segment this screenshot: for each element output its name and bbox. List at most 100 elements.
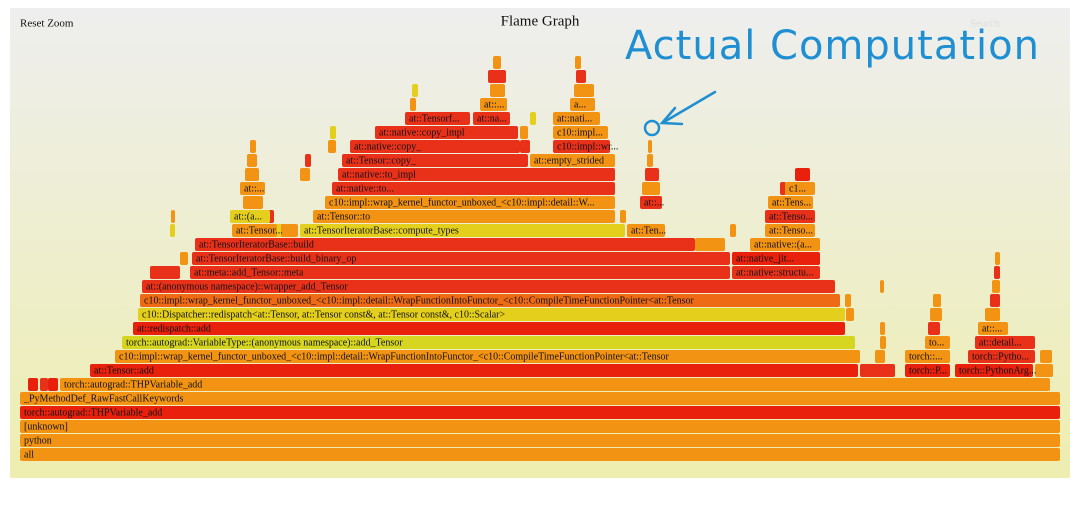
frame bbox=[985, 308, 1000, 321]
frame bbox=[480, 98, 507, 111]
frame bbox=[245, 168, 259, 181]
frame bbox=[305, 154, 311, 167]
frame bbox=[785, 182, 815, 195]
reset-zoom[interactable]: Reset Zoom bbox=[20, 18, 74, 30]
frame bbox=[20, 406, 1060, 419]
annotation-circle bbox=[643, 119, 661, 137]
frame bbox=[60, 378, 1050, 391]
frame bbox=[768, 196, 813, 209]
frame bbox=[20, 448, 1060, 461]
frame bbox=[905, 364, 950, 377]
frame bbox=[845, 294, 851, 307]
frame bbox=[645, 168, 659, 181]
frame bbox=[195, 238, 695, 251]
frame bbox=[240, 182, 265, 195]
frame bbox=[338, 168, 615, 181]
frame-label: at::Tenso... bbox=[769, 211, 813, 222]
frame bbox=[28, 378, 38, 391]
frame bbox=[150, 266, 180, 279]
frame bbox=[627, 224, 665, 237]
frame bbox=[247, 154, 257, 167]
frame-label: torch::autograd::THPVariable_add bbox=[24, 407, 162, 418]
frame-label: at::... bbox=[244, 183, 264, 194]
frame bbox=[530, 154, 615, 167]
frame bbox=[880, 280, 884, 293]
frame bbox=[171, 210, 175, 223]
frame bbox=[530, 112, 536, 125]
frame bbox=[520, 126, 528, 139]
frame-label: at::native_jit... bbox=[736, 253, 794, 264]
frame bbox=[732, 252, 820, 265]
frame-label: c10::Dispatcher::redispatch<at::Tensor, … bbox=[142, 309, 505, 320]
frame bbox=[574, 84, 594, 97]
frame bbox=[115, 350, 860, 363]
frame-label: all bbox=[24, 449, 34, 460]
frame bbox=[140, 294, 840, 307]
frame-label: at::nati... bbox=[557, 113, 592, 124]
frame-label: at::native::to... bbox=[336, 183, 394, 194]
frame bbox=[192, 252, 730, 265]
frame bbox=[300, 168, 310, 181]
frame-label: at::... bbox=[982, 323, 1002, 334]
frame bbox=[138, 308, 845, 321]
frame-label: at::native::copy_impl bbox=[379, 127, 465, 138]
search[interactable]: Search bbox=[970, 18, 1000, 30]
frame bbox=[142, 280, 835, 293]
frame bbox=[190, 266, 730, 279]
frame bbox=[328, 140, 336, 153]
frame-label: torch::autograd::VariableType::(anonymou… bbox=[126, 337, 403, 348]
frame bbox=[90, 364, 858, 377]
frame bbox=[180, 252, 188, 265]
frame bbox=[250, 140, 256, 153]
frame-label: at::(a... bbox=[234, 211, 262, 222]
frame-label: at::Tens... bbox=[772, 197, 811, 208]
frame bbox=[405, 112, 470, 125]
frame bbox=[765, 210, 815, 223]
frame bbox=[905, 350, 950, 363]
frame-label: torch::... bbox=[909, 351, 943, 362]
frame bbox=[975, 336, 1035, 349]
frame bbox=[410, 98, 416, 111]
frame bbox=[553, 126, 605, 139]
frame bbox=[1035, 364, 1053, 377]
frame-label: python bbox=[24, 435, 52, 446]
frame-label: at::detail... bbox=[979, 337, 1022, 348]
frame bbox=[490, 84, 505, 97]
frame bbox=[553, 112, 600, 125]
frame bbox=[40, 378, 48, 391]
frame-label: c10::impl::wr... bbox=[557, 141, 618, 152]
frame-label: at::native::copy_ bbox=[354, 141, 422, 152]
frame bbox=[330, 126, 336, 139]
frame bbox=[350, 140, 520, 153]
frame-label: torch::P... bbox=[909, 365, 947, 376]
frame bbox=[994, 266, 1000, 279]
frame-label: at::(anonymous namespace)::wrapper_add_T… bbox=[146, 281, 348, 292]
frame bbox=[968, 350, 1035, 363]
frame bbox=[375, 126, 518, 139]
frame bbox=[846, 308, 854, 321]
frame bbox=[875, 350, 885, 363]
frame bbox=[732, 266, 820, 279]
frame-label: at::... bbox=[644, 197, 664, 208]
frame bbox=[990, 294, 1000, 307]
frame-label: at::Tensor::to bbox=[317, 211, 370, 222]
frame-label: [unknown] bbox=[24, 421, 68, 432]
frame bbox=[695, 238, 725, 251]
frame bbox=[122, 336, 855, 349]
frame bbox=[325, 196, 615, 209]
frame bbox=[620, 210, 626, 223]
frame bbox=[488, 70, 506, 83]
frame-label: at::Tensor... bbox=[236, 225, 283, 236]
frame-label: at::Tensor::copy_ bbox=[346, 155, 417, 166]
frame bbox=[20, 434, 1060, 447]
frame-label: at::Tenso... bbox=[769, 225, 813, 236]
frames: all python [unknown] torch::autograd::THPVa… bbox=[20, 56, 1060, 461]
frame-label: c10::impl::wrap_kernel_functor_unboxed_<… bbox=[329, 197, 595, 208]
annotation-arrowhead bbox=[659, 106, 684, 126]
frame bbox=[928, 322, 940, 335]
frame-label: at::... bbox=[484, 99, 504, 110]
frame bbox=[995, 252, 1000, 265]
frame-label: at::TensorIteratorBase::build bbox=[199, 239, 314, 250]
frame bbox=[232, 224, 277, 237]
